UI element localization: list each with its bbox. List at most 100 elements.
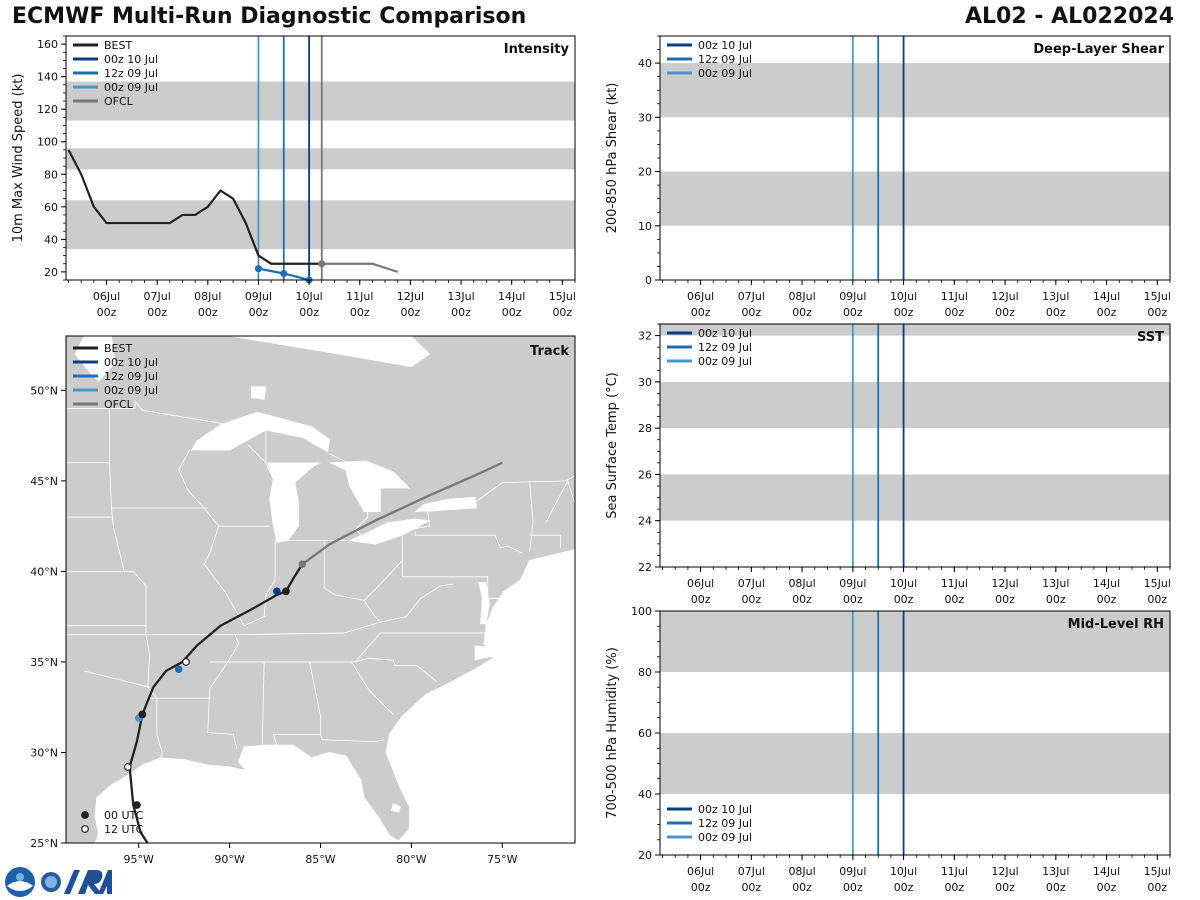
x-tick-label: 13Jul bbox=[1042, 865, 1069, 878]
legend-label: 00z 09 Jul bbox=[698, 355, 752, 368]
y-tick-label: 24 bbox=[638, 515, 652, 528]
y-tick-label: 100 bbox=[37, 136, 58, 149]
x-tick-label: 06Jul bbox=[687, 577, 714, 590]
legend-label: 00z 10 Jul bbox=[104, 356, 158, 369]
storm-id: AL02 - AL022024 bbox=[965, 4, 1174, 29]
y-tick-label: 32 bbox=[638, 330, 652, 343]
legend-label: BEST bbox=[104, 342, 132, 355]
x-tick-label: 13Jul bbox=[1042, 577, 1069, 590]
x-tick-label: 00z bbox=[97, 306, 117, 319]
best-point bbox=[138, 710, 147, 719]
land bbox=[66, 336, 575, 843]
x-tick-label: 11Jul bbox=[941, 290, 968, 303]
legend-label: 00z 10 Jul bbox=[698, 803, 752, 816]
x-tick-label: 00z bbox=[502, 306, 522, 319]
pamlico-sound bbox=[474, 645, 492, 661]
x-tick-label: 00z bbox=[350, 306, 370, 319]
y-tick-label: 50°N bbox=[30, 384, 58, 397]
state-border bbox=[529, 534, 561, 548]
y-tick-label: 10 bbox=[638, 220, 652, 233]
y-tick-label: 20 bbox=[638, 849, 652, 862]
legend-label: 12z 09 Jul bbox=[104, 67, 158, 80]
shade-band bbox=[660, 733, 1170, 794]
page-title: ECMWF Multi-Run Diagnostic Comparison bbox=[12, 4, 527, 29]
x-tick-label: 10Jul bbox=[890, 865, 917, 878]
y-tick-label: 0 bbox=[645, 274, 652, 287]
x-tick-label: 08Jul bbox=[194, 290, 221, 303]
state-border bbox=[203, 507, 276, 627]
map-layer bbox=[66, 336, 575, 843]
state-border bbox=[329, 453, 575, 538]
state-border bbox=[414, 531, 523, 554]
y-tick-label: 26 bbox=[638, 468, 652, 481]
x-tick-label: 00z bbox=[691, 306, 711, 319]
x-tick-label: 00z bbox=[1147, 881, 1167, 894]
x-tick-label: 00z bbox=[249, 306, 269, 319]
x-tick-label: 14Jul bbox=[1093, 577, 1120, 590]
x-tick-label: 00z bbox=[944, 306, 964, 319]
x-tick-label: 07Jul bbox=[738, 577, 765, 590]
shade-band bbox=[660, 611, 1170, 672]
x-tick-label: 00z bbox=[995, 593, 1015, 606]
x-tick-label: 00z bbox=[1097, 306, 1117, 319]
y-axis-label: Sea Surface Temp (°C) bbox=[605, 372, 620, 519]
legend-label: 00z 10 Jul bbox=[698, 39, 752, 52]
x-tick-label: 15Jul bbox=[1144, 577, 1171, 590]
shade-band bbox=[66, 200, 575, 250]
panel-shear: 0 10 20 30 40 06Jul 00z 07Jul 00z 08Jul 00z 09Jul 00… bbox=[605, 35, 1171, 319]
x-tick-label: 00z bbox=[401, 306, 421, 319]
x-tick-label: 06Jul bbox=[687, 865, 714, 878]
panel-title: Deep-Layer Shear bbox=[1033, 42, 1164, 57]
y-axis-label: 700-500 hPa Humidity (%) bbox=[605, 647, 620, 819]
x-tick-label: 00z bbox=[1097, 881, 1117, 894]
y-tick-label: 40°N bbox=[30, 565, 58, 578]
y-tick-label: 60 bbox=[44, 201, 58, 214]
shade-band bbox=[660, 324, 1170, 336]
y-tick-label: 30°N bbox=[30, 746, 58, 759]
legend-label: 12z 09 Jul bbox=[698, 53, 752, 66]
x-tick-label: 00z bbox=[741, 306, 761, 319]
y-tick-label: 120 bbox=[37, 103, 58, 116]
x-tick-label: 00z bbox=[843, 306, 863, 319]
state-border bbox=[209, 632, 486, 663]
y-tick-label: 45°N bbox=[30, 475, 58, 488]
y-tick-label: 30 bbox=[638, 111, 652, 124]
x-tick-label: 00z bbox=[843, 593, 863, 606]
shade-band bbox=[660, 171, 1170, 226]
state-border bbox=[401, 535, 501, 599]
state-border bbox=[309, 657, 438, 683]
x-tick-label: 13Jul bbox=[447, 290, 474, 303]
x-tick-label: 11Jul bbox=[941, 577, 968, 590]
state-border bbox=[380, 583, 454, 623]
x-tick-label: 11Jul bbox=[346, 290, 373, 303]
x-tick-label: 00z bbox=[451, 306, 471, 319]
y-tick-label: 80 bbox=[44, 168, 58, 181]
y-tick-label: 60 bbox=[638, 727, 652, 740]
x-tick-label: 15Jul bbox=[1144, 290, 1171, 303]
x-tick-label: 00z bbox=[147, 306, 167, 319]
series-point bbox=[318, 260, 326, 268]
shade-band bbox=[660, 474, 1170, 521]
x-tick-label: 09Jul bbox=[839, 290, 866, 303]
x-tick-label: 12Jul bbox=[991, 290, 1018, 303]
state-border bbox=[178, 449, 205, 509]
best-point bbox=[132, 801, 141, 809]
x-tick-label: 09Jul bbox=[839, 577, 866, 590]
x-tick-label: 10Jul bbox=[890, 290, 917, 303]
track-point bbox=[174, 665, 183, 673]
x-tick-label: 00z bbox=[691, 881, 711, 894]
chesapeake-bay bbox=[478, 581, 490, 625]
series-point bbox=[254, 265, 262, 273]
y-tick-label: 160 bbox=[37, 38, 58, 51]
x-tick-label: 00z bbox=[1046, 881, 1066, 894]
legend-label: 12z 09 Jul bbox=[698, 341, 752, 354]
lake-superior bbox=[190, 411, 330, 453]
x-tick-label: 00z bbox=[792, 306, 812, 319]
x-tick-label: 00z bbox=[995, 306, 1015, 319]
y-tick-label: 20 bbox=[638, 166, 652, 179]
legend-label: 00z 10 Jul bbox=[104, 53, 158, 66]
x-tick-label: 15Jul bbox=[1144, 865, 1171, 878]
x-tick-label: 00z bbox=[894, 593, 914, 606]
